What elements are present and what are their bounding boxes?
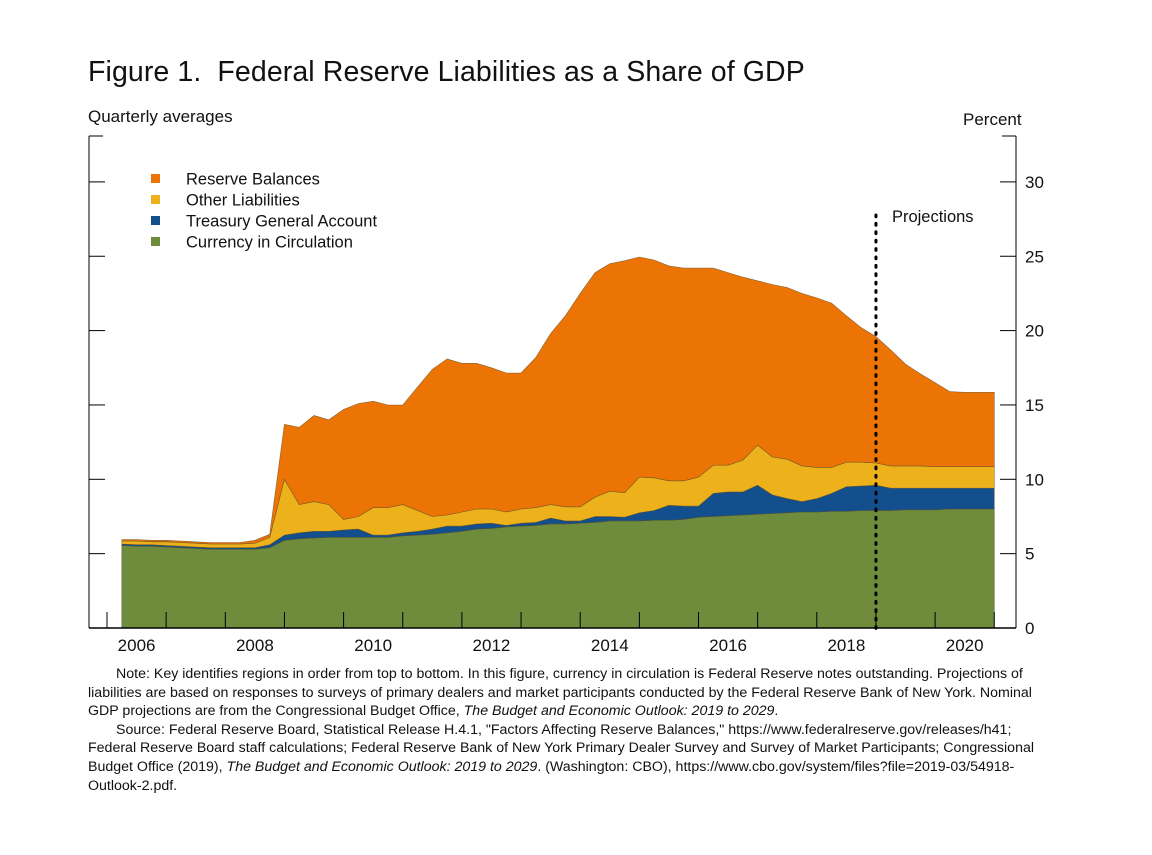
legend-label-reserve-balances: Reserve Balances — [186, 171, 320, 189]
y-tick-label: 30 — [1025, 173, 1044, 192]
figure-notes: Note: Key identifies regions in order fr… — [88, 665, 1048, 795]
right-unit-label: Percent — [963, 110, 1022, 129]
x-tick-label: 2016 — [709, 636, 747, 655]
chart-title: Figure 1. Federal Reserve Liabilities as… — [88, 56, 805, 88]
left-unit-label: Quarterly averages — [88, 107, 233, 126]
y-tick-label: 20 — [1025, 322, 1044, 341]
x-tick-label: 2012 — [473, 636, 511, 655]
y-tick-label: 25 — [1025, 247, 1044, 266]
y-tick-label: 0 — [1025, 619, 1034, 638]
x-tick-label: 2006 — [118, 636, 156, 655]
stacked-areas — [121, 256, 995, 629]
axes: 0 5 10 15 20 25 30 2006 2008 2010 2012 2014 2016 2018… — [88, 135, 1044, 655]
chart-area: 0 5 10 15 20 25 30 2006 2008 2010 2012 2014 2016 2018… — [88, 135, 1044, 655]
projections-annotation: Projections — [874, 208, 974, 634]
legend: Reserve Balances Other Liabilities Treasur… — [151, 171, 377, 252]
projections-label: Projections — [892, 208, 974, 226]
legend-swatch-currency-in-circulation — [151, 237, 160, 246]
x-tick-label: 2014 — [591, 636, 629, 655]
legend-swatch-reserve-balances — [151, 174, 160, 183]
y-tick-label: 15 — [1025, 396, 1044, 415]
legend-swatch-treasury-general-account — [151, 216, 160, 225]
y-tick-label: 10 — [1025, 470, 1044, 489]
legend-label-other-liabilities: Other Liabilities — [186, 192, 300, 210]
legend-label-treasury-general-account: Treasury General Account — [186, 213, 377, 231]
x-tick-label: 2010 — [354, 636, 392, 655]
legend-swatch-other-liabilities — [151, 195, 160, 204]
x-tick-label: 2008 — [236, 636, 274, 655]
x-tick-label: 2018 — [827, 636, 865, 655]
note-paragraph: Note: Key identifies regions in order fr… — [88, 666, 1032, 720]
source-paragraph: Source: Federal Reserve Board, Statistic… — [88, 721, 1035, 794]
x-tick-label: 2020 — [946, 636, 984, 655]
area-reserve-balances — [121, 256, 995, 545]
y-tick-label: 5 — [1025, 545, 1034, 564]
area-currency-in-circulation — [121, 508, 995, 629]
legend-label-currency-in-circulation: Currency in Circulation — [186, 234, 353, 252]
